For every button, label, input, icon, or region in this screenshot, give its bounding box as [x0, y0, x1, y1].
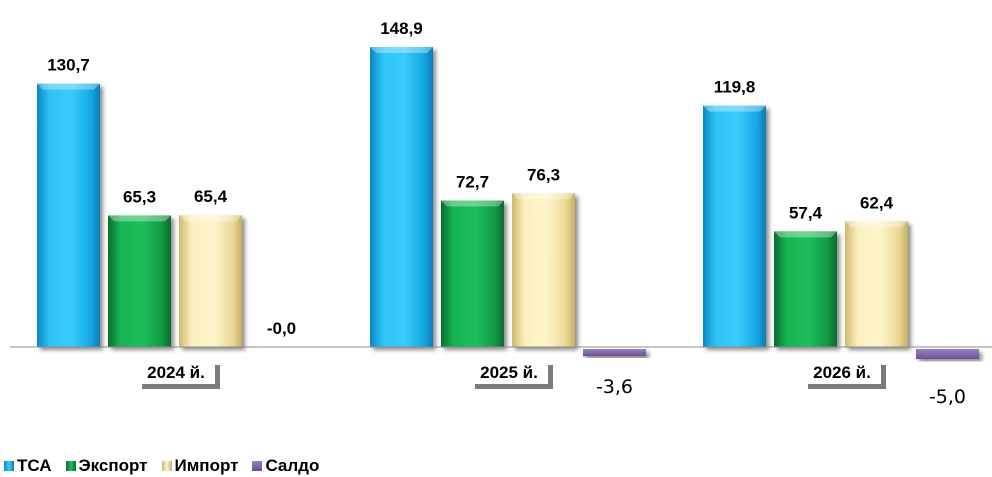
legend-swatch-0: [4, 461, 14, 471]
legend-item-1: Экспорт: [65, 456, 148, 476]
bar-bevel-2-0: [703, 105, 766, 112]
data-label-1-3: -3,6: [596, 376, 633, 398]
category-box-1: [470, 360, 548, 384]
bar-bevel-0-2: [179, 215, 242, 222]
bars-layer: [37, 47, 979, 360]
category-label-2: 2026 й.: [813, 363, 871, 382]
labels-layer: 130,7 65,3 65,4 -0,0 2024 й. 148,9 72,7 76,3 -3,…: [47, 19, 966, 408]
bar-bevel-1-0: [370, 47, 433, 53]
data-label-2-2: 62,4: [860, 193, 894, 212]
data-label-0-1: 65,3: [123, 187, 156, 206]
legend-item-2: Импорт: [161, 456, 239, 476]
data-label-2-1: 57,4: [789, 203, 823, 222]
bar-1-0: [370, 47, 433, 347]
data-label-1-2: 76,3: [527, 165, 560, 184]
legend-label-1: Экспорт: [78, 456, 148, 475]
legend-label-2: Импорт: [174, 456, 239, 475]
legend-label-3: Салдо: [265, 456, 320, 475]
bar-2-1: [774, 231, 837, 347]
legend-swatch-3: [252, 461, 263, 471]
bar-bevel-0-0: [37, 83, 100, 90]
bar-bevel-1-2: [512, 193, 575, 200]
data-label-0-0: 130,7: [47, 56, 90, 75]
data-label-0-3: -0,0: [267, 319, 296, 338]
bar-2-0: [703, 105, 766, 348]
bar-bevel-1-1: [441, 200, 504, 207]
bar-bevel-2-2: [845, 221, 908, 228]
bar-bevel-0-1: [108, 215, 171, 222]
bar-0-0: [37, 83, 100, 347]
category-box-2: [803, 360, 881, 384]
data-label-2-0: 119,8: [714, 78, 756, 97]
bar-0-2: [179, 215, 242, 347]
data-label-0-2: 65,4: [194, 187, 228, 206]
legend-label-0: ТСА: [17, 456, 52, 475]
category-label-0: 2024 й.: [147, 363, 205, 382]
data-label-1-1: 72,7: [456, 173, 489, 192]
bar-bevel-2-1: [774, 231, 837, 238]
category-box-0: [137, 360, 215, 384]
legend-swatch-1: [65, 461, 76, 471]
legend-swatch-2: [161, 461, 172, 471]
data-label-1-0: 148,9: [380, 19, 423, 38]
bar-1-3: [583, 349, 646, 357]
category-label-1: 2025 й.: [480, 363, 538, 382]
bar-2-3: [916, 349, 979, 360]
legend-item-3: Салдо: [252, 456, 319, 476]
data-label-2-3: -5,0: [929, 386, 966, 408]
legend: ТСА Экспорт Импорт Салдо: [4, 455, 319, 477]
bar-2-2: [845, 221, 908, 347]
bar-1-2: [512, 193, 575, 347]
legend-item-0: ТСА: [4, 456, 52, 476]
bar-1-1: [441, 200, 504, 347]
bar-0-1: [108, 215, 171, 347]
